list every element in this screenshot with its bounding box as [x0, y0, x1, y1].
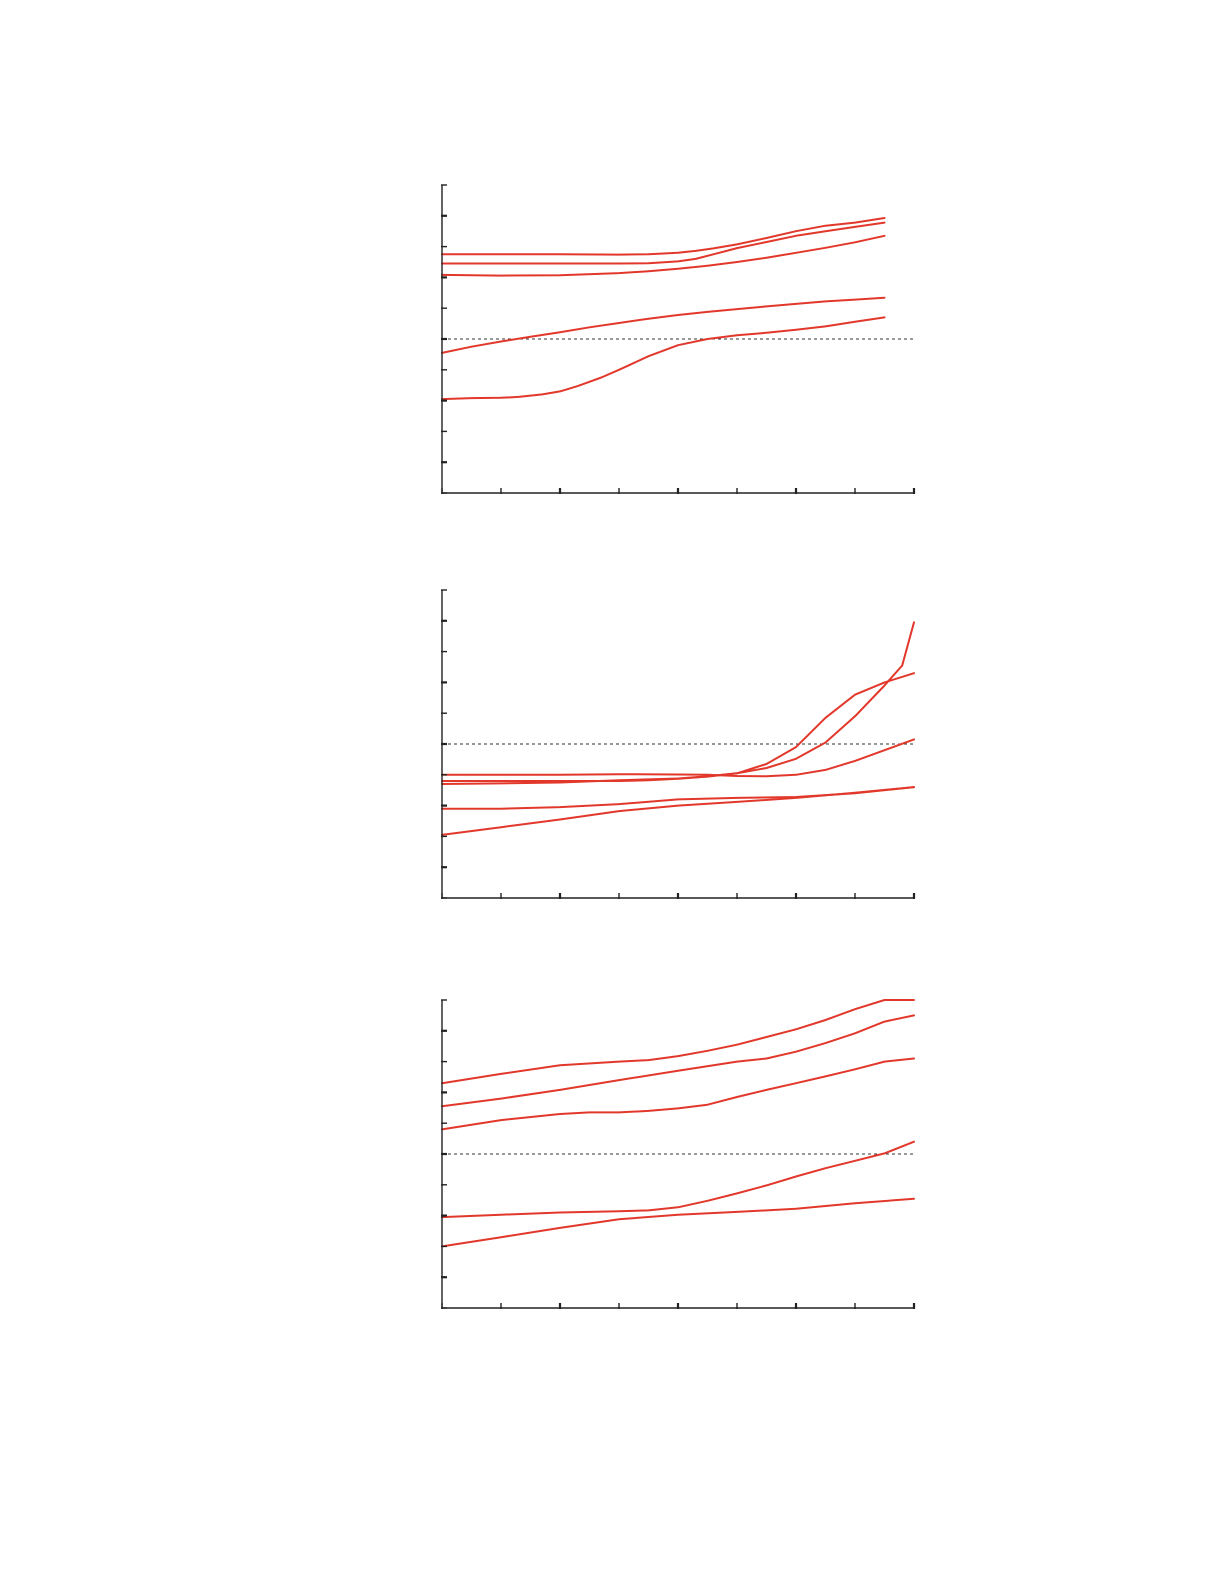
chart-3-series-3-line: [441, 1057, 915, 1131]
chart-3-series-2-line: [441, 1014, 915, 1108]
chart-2-series-2-line: [441, 672, 915, 785]
chart-2-series-1-line: [441, 621, 915, 782]
chart-1-series-5-line: [441, 316, 886, 401]
chart-2-svg: [441, 589, 916, 899]
chart-1-series-1-line: [441, 217, 886, 256]
chart-panel-2: [0, 565, 1224, 925]
chart-2-series-3-line: [441, 738, 915, 778]
chart-panel-3: [0, 975, 1224, 1335]
chart-panel-1: [0, 160, 1224, 520]
chart-1-svg: [441, 184, 916, 494]
chart-1-series-3-line: [441, 234, 886, 277]
chart-3-series-4-line: [441, 1140, 915, 1219]
chart-1-series-2-line: [441, 221, 886, 265]
chart-2-series-5-line: [441, 786, 915, 836]
chart-3-series-1-line: [441, 999, 915, 1085]
chart-3-svg: [441, 999, 916, 1309]
chart-3-series-5-line: [441, 1197, 915, 1248]
chart-1-series-4-line: [441, 296, 886, 354]
